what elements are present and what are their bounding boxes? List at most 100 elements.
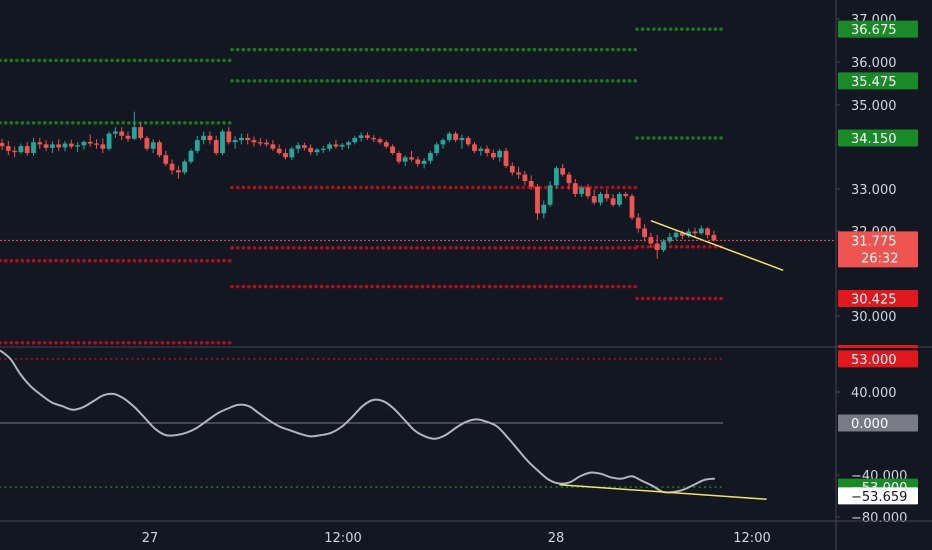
oscillator-value-badge: −53.659 [838, 487, 918, 505]
candle-body-down [144, 137, 150, 149]
candle-body-up [434, 144, 440, 154]
candle-body-down [680, 232, 685, 236]
candle-body-down [5, 146, 11, 151]
candle-body-down [226, 131, 232, 143]
overbought-badge-text: 53.000 [851, 353, 897, 368]
candle-body-down [528, 181, 534, 187]
candle-body-down [560, 168, 566, 175]
candle-body-up [289, 148, 295, 158]
candle-body-up [31, 142, 36, 154]
candle-body-up [220, 131, 225, 154]
time-tick-label: 12:00 [324, 531, 361, 546]
candle-body-up [201, 135, 206, 141]
candle-body-down [100, 144, 106, 149]
candle-body-down [522, 174, 528, 182]
candle-body-down [711, 234, 717, 241]
candle-body-up [478, 148, 484, 151]
oscillator-value-badge-text: −53.659 [851, 490, 907, 505]
candle-body-up [554, 168, 559, 186]
resistance-badge: 35.475 [838, 72, 918, 90]
price-trendline[interactable] [650, 219, 784, 271]
candle-body-up [327, 144, 332, 149]
candle-body-down [692, 231, 698, 234]
price-tick-label: 35.000 [851, 99, 897, 114]
candle-body-up [106, 133, 112, 149]
candle-body-up [547, 185, 553, 205]
candle-body-down [566, 174, 572, 184]
candle-body-up [459, 137, 465, 141]
resistance-badge: 36.675 [838, 20, 918, 38]
candle-body-down [308, 147, 314, 153]
candle-body-down [270, 144, 276, 149]
candle-body-up [194, 140, 200, 151]
candle-body-down [43, 144, 49, 148]
candle-body-down [94, 143, 99, 145]
price-tick-label: 36.000 [851, 56, 897, 71]
candle-body-up [579, 187, 584, 194]
oscillator-value-badge-bg [838, 487, 918, 505]
zero-badge-bg [838, 414, 918, 432]
candle-body-down [604, 193, 610, 199]
candle-body-down [68, 143, 74, 147]
candle-body-up [182, 161, 188, 173]
candle-body-down [415, 159, 421, 164]
candle-body-down [257, 142, 263, 144]
candle-body-up [113, 131, 118, 134]
price-tick-label: 30.000 [851, 310, 897, 325]
candle-body-up [81, 141, 87, 146]
candle-body-up [598, 193, 603, 203]
candle-body-up [18, 146, 24, 153]
oscillator-levels [0, 357, 724, 489]
candle-body-down [465, 137, 471, 145]
candle-body-down [56, 144, 62, 148]
zero-badge-text: 0.000 [851, 417, 888, 432]
price-tick-label: 33.000 [851, 183, 897, 198]
candle-body-down [12, 150, 17, 153]
candle-body-down [635, 217, 641, 229]
candle-body-down [585, 187, 591, 197]
support-badge: 30.425 [838, 290, 918, 308]
candle-body-down [516, 172, 521, 175]
candle-body-down [472, 144, 477, 151]
candle-body-down [87, 141, 93, 144]
candle-body-down [207, 135, 213, 141]
candle-body-up [352, 137, 358, 143]
candle-body-down [163, 155, 169, 164]
candle-body-down [572, 183, 578, 194]
candle-body-up [402, 157, 408, 162]
candle-body-down [138, 127, 143, 138]
candle-body-down [642, 228, 647, 238]
current-price-badge-bg [838, 231, 918, 268]
candle-body-down [591, 196, 597, 203]
candle-body-down [37, 142, 43, 145]
countdown-text: 26:32 [861, 251, 898, 266]
candle-body-down [276, 148, 282, 154]
candle-body-down [629, 196, 635, 218]
oscillator-trendline[interactable] [559, 483, 767, 500]
oscillator-pane[interactable] [0, 349, 767, 500]
support-badge-text: 30.425 [851, 293, 897, 308]
time-axis-ticks: 27 12:00 28 12:00 [142, 531, 771, 546]
overbought-badge: 53.000 [838, 350, 918, 368]
time-axis[interactable]: 27 12:00 28 12:00 [0, 520, 932, 546]
candle-body-up [428, 153, 433, 161]
candle-body-up [541, 204, 547, 214]
candle-body-down [535, 186, 540, 214]
candle-body-down [333, 144, 339, 147]
candle-body-up [50, 144, 55, 148]
candle-body-up [131, 127, 137, 139]
oscillator-line [0, 349, 715, 494]
price-pane[interactable] [0, 27, 836, 345]
candle-body-up [358, 135, 364, 138]
candle-body-up [446, 133, 452, 141]
zero-badge: 0.000 [838, 414, 918, 432]
candle-body-up [320, 148, 326, 150]
candle-body-up [314, 149, 320, 153]
candle-body-down [119, 131, 125, 136]
time-tick-label: 28 [548, 531, 565, 546]
candle-body-up [75, 145, 80, 147]
candle-body-down [176, 170, 181, 173]
